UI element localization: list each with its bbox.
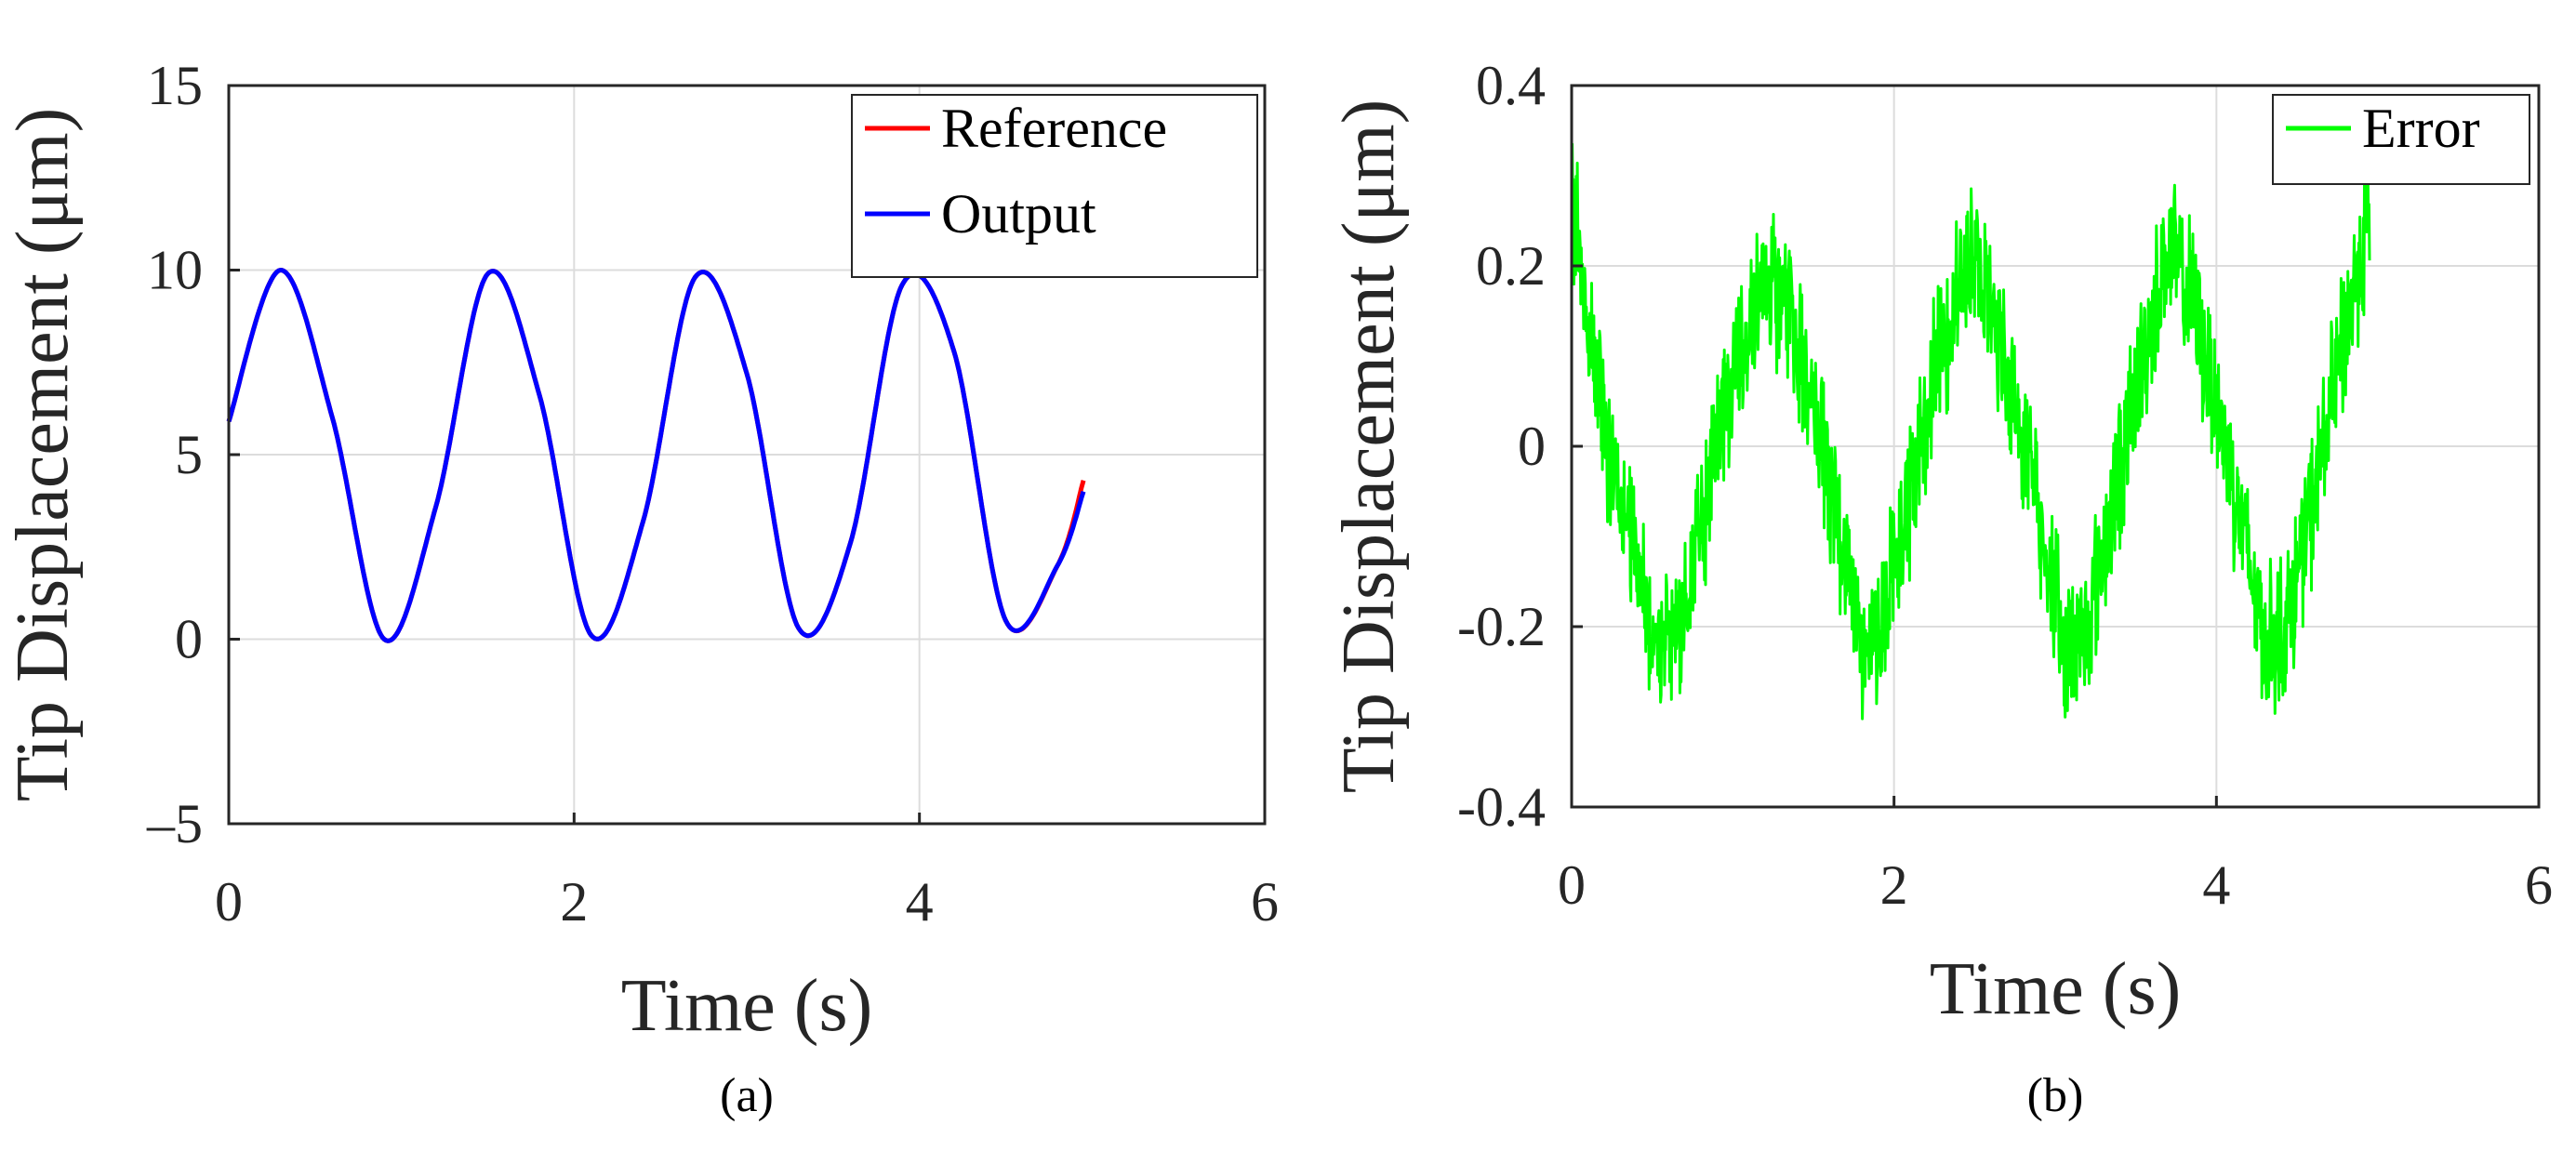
x-tick-label: 0 xyxy=(1558,854,1586,916)
y-tick-label: 0.2 xyxy=(1476,235,1546,297)
x-tick-label: 6 xyxy=(2525,854,2553,916)
y-tick-label: 5 xyxy=(175,424,203,485)
y-tick-label: 0 xyxy=(175,609,203,670)
series-line-output xyxy=(226,268,1086,643)
panel-b: 0 2 4 6 -0.4 -0.2 0 0.2 0.4 Time (s) Tip Displacem… xyxy=(1328,55,2553,1122)
panel-caption: (b) xyxy=(2027,1069,2084,1122)
x-tick-label: 4 xyxy=(2202,854,2230,916)
y-tick-label: 0 xyxy=(1518,416,1546,477)
legend-label-output: Output xyxy=(941,183,1096,245)
x-tick-label: 6 xyxy=(1251,871,1279,933)
series-line-error xyxy=(1570,142,2371,721)
y-tick-label: 10 xyxy=(147,240,203,301)
y-tick-label: –5 xyxy=(146,793,203,854)
x-tick-label: 2 xyxy=(1880,854,1908,916)
legend-box xyxy=(2272,94,2530,185)
x-tick-label: 4 xyxy=(906,871,934,933)
legend-label-error: Error xyxy=(2362,98,2480,159)
legend: Reference Output xyxy=(851,94,1258,278)
x-tick-label: 0 xyxy=(215,871,243,933)
y-axis-label: Tip Displacement (μm) xyxy=(1328,99,1410,794)
x-axis-label: Time (s) xyxy=(1930,948,2181,1030)
y-axis-label: Tip Displacement (μm) xyxy=(2,108,84,802)
legend: Error xyxy=(2272,94,2530,185)
legend-box xyxy=(851,94,1258,278)
legend-label-reference: Reference xyxy=(941,98,1167,159)
panel-caption: (a) xyxy=(720,1069,774,1122)
y-tick-label: -0.4 xyxy=(1457,776,1546,838)
y-tick-label: 0.4 xyxy=(1476,55,1546,116)
y-tick-label: 15 xyxy=(147,55,203,116)
x-tick-label: 2 xyxy=(560,871,588,933)
x-axis-label: Time (s) xyxy=(621,965,872,1047)
y-tick-label: -0.2 xyxy=(1457,596,1546,657)
